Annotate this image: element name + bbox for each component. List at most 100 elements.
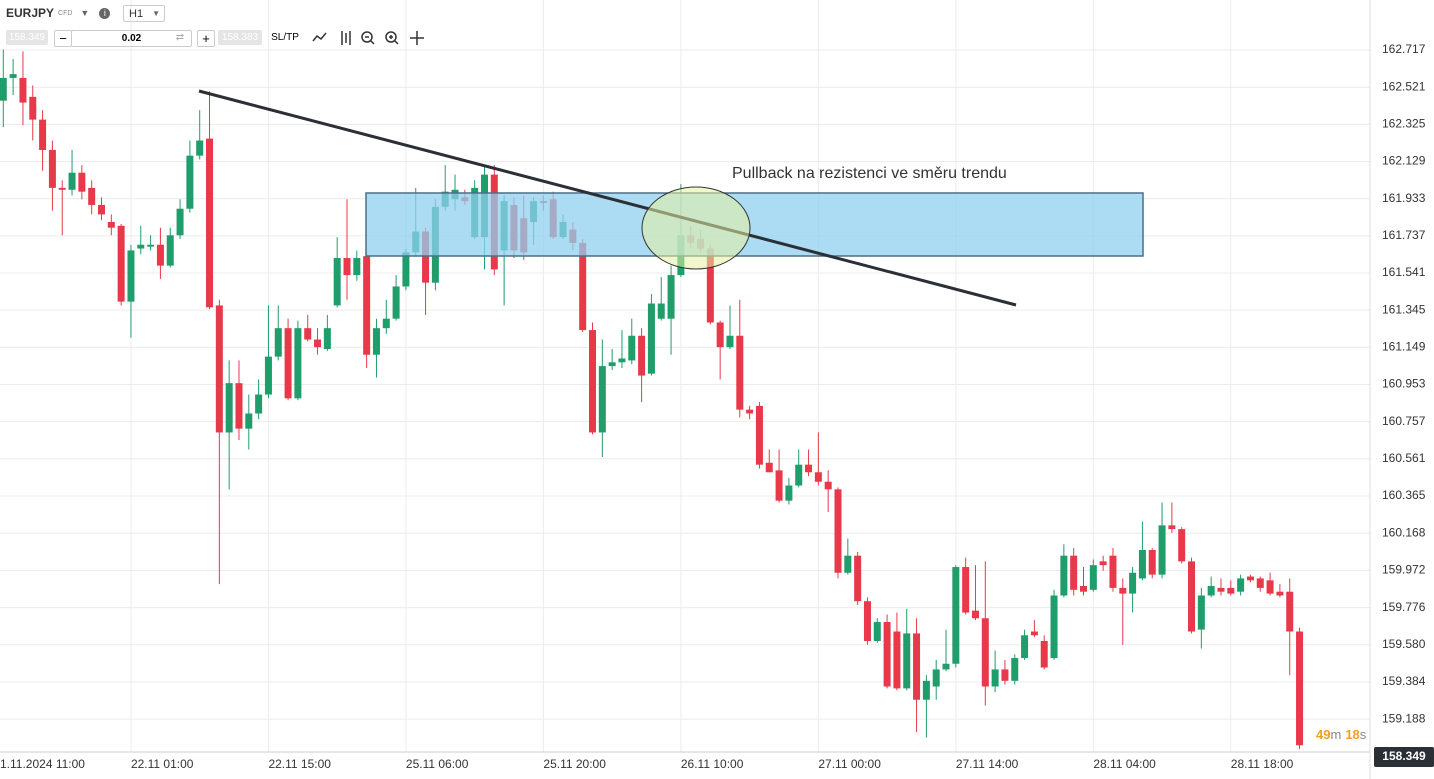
candle-body [166, 235, 174, 266]
candle-body [706, 248, 714, 323]
candle-body [333, 258, 341, 306]
y-tick-label: 160.168 [1382, 525, 1426, 539]
candle-body [382, 318, 390, 329]
candle-body [1109, 555, 1117, 588]
candle-body [618, 358, 626, 363]
y-tick-label: 160.757 [1382, 414, 1426, 428]
x-tick-label: 22.11 01:00 [131, 757, 194, 771]
candle-body [805, 464, 813, 473]
candle-body [893, 631, 901, 689]
symbol[interactable]: EURJPY [6, 6, 55, 20]
candle-body [1138, 549, 1146, 579]
candle-body [156, 244, 164, 266]
y-tick-label: 159.972 [1382, 563, 1426, 577]
y-tick-label: 160.365 [1382, 488, 1426, 502]
candle-body [1060, 555, 1068, 596]
x-tick-label: 22.11 15:00 [268, 757, 331, 771]
candle-body [667, 275, 675, 319]
candle-body [1070, 555, 1078, 590]
candle-body [294, 328, 302, 399]
y-tick-label: 161.149 [1382, 339, 1426, 353]
candle-body [304, 328, 312, 340]
candle-body [1207, 586, 1215, 596]
candle-body [19, 77, 27, 103]
x-tick-label: 25.11 06:00 [406, 757, 469, 771]
candle-body [88, 187, 96, 205]
line-tool[interactable] [312, 32, 327, 42]
candle-body [579, 242, 587, 331]
candle-body [589, 330, 596, 433]
tool-icons[interactable] [310, 28, 430, 48]
countdown-m: m [1330, 727, 1341, 742]
y-tick-label: 159.580 [1382, 637, 1426, 651]
y-tick-label: 159.776 [1382, 600, 1426, 614]
y-tick-label: 162.325 [1382, 117, 1426, 131]
x-tick-label: 1.11.2024 11:00 [0, 757, 85, 771]
candle-body [343, 258, 351, 276]
lot-swap[interactable]: ⇄ [175, 32, 185, 43]
x-tick-label: 28.11 04:00 [1093, 757, 1156, 771]
candle-body [647, 303, 655, 374]
candle-body [913, 633, 921, 700]
candle-body [922, 680, 930, 700]
candle-body [215, 305, 223, 433]
candle-body [638, 335, 646, 376]
candle-body [1158, 525, 1166, 575]
info-icon[interactable]: i [99, 7, 111, 19]
candle-body [598, 366, 606, 433]
candle-body [264, 356, 272, 395]
candle-body [932, 669, 940, 687]
candle-body [608, 362, 616, 367]
lot-input[interactable]: 0.02 [71, 30, 192, 47]
symbol-type: CFD [58, 9, 73, 17]
candle-body [981, 618, 989, 687]
candle-body [755, 405, 763, 465]
candle-body [39, 119, 47, 150]
ask-price[interactable]: 158.383 [218, 30, 262, 45]
symbol-bar[interactable]: EURJPY CFD ▼ i [6, 5, 111, 21]
candle-body [1237, 578, 1245, 592]
grid [0, 0, 1370, 752]
candle-body [834, 489, 842, 573]
candle-body [68, 172, 76, 190]
zoom-in[interactable] [385, 31, 399, 45]
countdown-s: s [1360, 727, 1367, 742]
candle-body [402, 252, 410, 287]
candle-body [1246, 576, 1254, 581]
lot-plus[interactable]: + [197, 30, 215, 47]
symbol-caret[interactable]: ▼ [80, 8, 90, 18]
timeframe: H1 [129, 7, 144, 20]
candle-body [1217, 587, 1225, 592]
candle-body [1197, 595, 1205, 630]
candle-body [1080, 586, 1087, 592]
countdown-sec: 18 [1345, 727, 1359, 742]
timeframe-select[interactable]: H1 ▼ [123, 5, 165, 22]
candle-body [274, 328, 282, 357]
zoom-out[interactable] [361, 31, 375, 45]
candle-tool[interactable] [341, 31, 351, 45]
candle-body [795, 464, 803, 486]
candle-body [363, 256, 371, 355]
candle-body [883, 622, 891, 687]
bid-price[interactable]: 158.349 [6, 30, 48, 45]
candle-body [1168, 525, 1176, 530]
candle-body [726, 335, 734, 348]
pan-tool[interactable] [410, 31, 424, 45]
price-tag-bg [1374, 747, 1434, 767]
candle-body [1001, 669, 1009, 681]
candle-body [29, 96, 37, 120]
lot-minus[interactable]: − [54, 30, 72, 47]
candle-body [1276, 591, 1284, 596]
candle-body [225, 383, 233, 433]
resistance-zone [365, 192, 1144, 257]
y-tick-label: 159.188 [1382, 711, 1426, 725]
y-tick-label: 160.953 [1382, 377, 1426, 391]
candle-body [127, 250, 135, 302]
candle-body [255, 394, 263, 414]
candle-body [962, 567, 970, 613]
sl-tp[interactable]: SL/TP [271, 32, 299, 43]
trend-line [198, 89, 1017, 307]
x-tick-label: 28.11 18:00 [1231, 757, 1294, 771]
candle-body [176, 208, 184, 236]
candle-body [1011, 658, 1019, 681]
